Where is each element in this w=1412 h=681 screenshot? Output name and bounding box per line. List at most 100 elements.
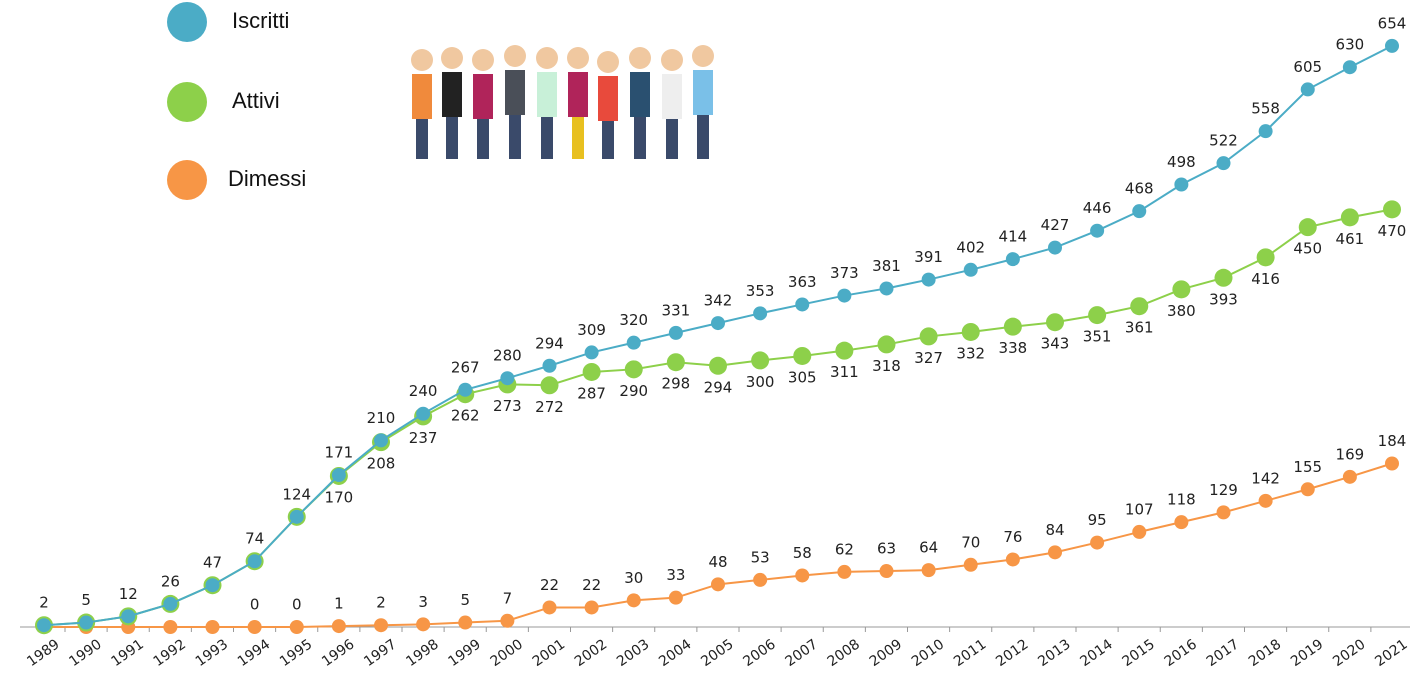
data-label: 305	[788, 368, 817, 386]
point	[247, 620, 262, 634]
point	[79, 615, 94, 630]
data-label: 338	[999, 339, 1028, 357]
legend-marker	[167, 2, 207, 42]
legend-label: Attivi	[232, 88, 280, 113]
point	[1342, 469, 1357, 484]
point	[793, 346, 812, 365]
point	[709, 356, 727, 375]
data-label: 294	[704, 378, 733, 396]
point	[711, 577, 725, 592]
data-label: 267	[451, 358, 480, 376]
point	[37, 618, 51, 633]
point	[331, 619, 346, 634]
data-label: 342	[704, 292, 733, 310]
data-label: 237	[409, 429, 438, 447]
x-tick-label: 2017	[1204, 636, 1242, 670]
x-tick-label: 2007	[782, 636, 820, 670]
point	[1172, 280, 1191, 299]
x-tick-label: 2013	[1035, 636, 1073, 670]
point	[584, 345, 599, 360]
point	[877, 335, 896, 354]
data-label: 373	[830, 264, 859, 282]
point	[711, 316, 725, 331]
data-label: 414	[999, 228, 1028, 246]
point	[668, 325, 683, 340]
data-label: 318	[872, 357, 901, 375]
data-label: 62	[835, 540, 854, 558]
x-tick-label: 2016	[1162, 636, 1200, 670]
point	[753, 306, 768, 321]
data-label: 47	[203, 554, 222, 572]
data-label: 74	[245, 530, 264, 548]
data-label: 5	[81, 591, 91, 609]
data-label: 12	[119, 585, 138, 603]
data-label: 155	[1293, 458, 1322, 476]
data-label: 53	[751, 548, 770, 566]
point	[1174, 515, 1189, 530]
data-label: 95	[1088, 511, 1107, 529]
point	[1090, 223, 1105, 238]
point	[289, 620, 304, 634]
data-label: 416	[1251, 270, 1280, 288]
point	[1048, 545, 1062, 560]
data-label: 2	[39, 594, 49, 612]
data-label: 84	[1045, 521, 1064, 539]
data-label: 76	[1003, 528, 1022, 546]
data-label: 118	[1167, 491, 1196, 509]
x-tick-label: 1999	[445, 636, 483, 670]
point	[1005, 252, 1020, 267]
point	[1385, 456, 1399, 471]
data-label: 327	[914, 349, 943, 367]
data-label: 393	[1209, 290, 1238, 308]
data-label: 63	[877, 540, 896, 558]
point	[961, 322, 980, 341]
data-label: 363	[788, 273, 817, 291]
data-label: 320	[619, 311, 648, 329]
point	[963, 557, 978, 572]
data-label: 64	[919, 539, 938, 557]
point	[1046, 313, 1064, 332]
point	[1130, 297, 1149, 316]
point	[1003, 317, 1022, 336]
data-label: 33	[666, 566, 685, 584]
data-label: 22	[540, 576, 559, 594]
point	[1174, 177, 1189, 192]
point	[1132, 204, 1147, 219]
x-tick-label: 2006	[740, 636, 778, 670]
x-tick-label: 1995	[277, 636, 315, 670]
point	[626, 593, 641, 608]
point	[374, 618, 388, 633]
x-tick-label: 1996	[319, 636, 357, 670]
point	[163, 596, 178, 611]
point	[1088, 306, 1107, 325]
data-label: 450	[1293, 240, 1322, 258]
point	[458, 382, 473, 397]
point	[1256, 248, 1275, 267]
data-label: 558	[1251, 100, 1280, 118]
point	[795, 568, 810, 583]
point	[921, 272, 936, 287]
data-label: 287	[577, 384, 606, 402]
point	[919, 327, 938, 346]
point	[458, 615, 473, 630]
data-label: 402	[956, 238, 985, 256]
point	[1005, 552, 1020, 567]
point	[795, 297, 810, 312]
x-tick-label: 1990	[66, 636, 104, 670]
data-label: 262	[451, 407, 480, 425]
legend-label: Dimessi	[228, 166, 306, 191]
data-label: 332	[956, 344, 985, 362]
x-tick-label: 2019	[1288, 636, 1326, 670]
data-label: 142	[1251, 469, 1280, 487]
point	[582, 362, 601, 381]
data-label: 311	[830, 363, 859, 381]
data-label: 331	[662, 301, 691, 319]
point	[416, 406, 431, 421]
data-label: 107	[1125, 500, 1154, 518]
point	[1214, 268, 1233, 287]
point	[374, 433, 388, 448]
x-tick-label: 2008	[825, 636, 863, 670]
data-label: 280	[493, 347, 522, 365]
point	[1258, 124, 1273, 139]
x-tick-label: 2011	[951, 636, 989, 670]
